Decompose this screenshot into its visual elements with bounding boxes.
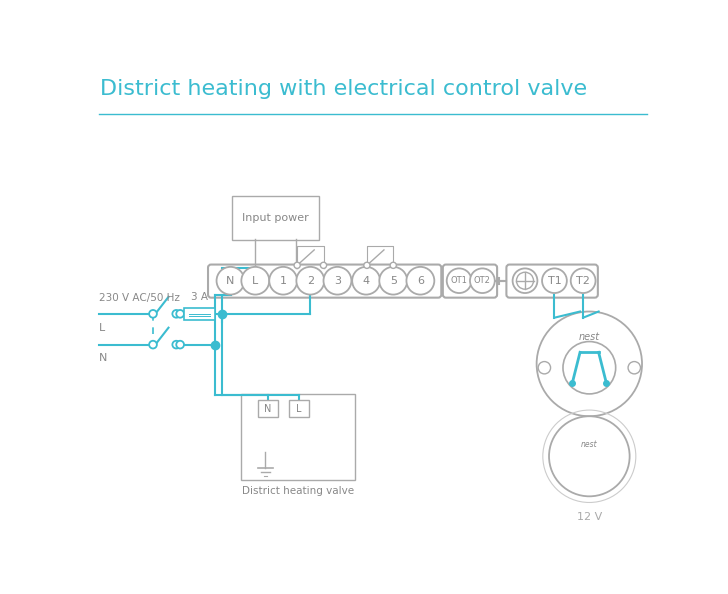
Circle shape xyxy=(323,267,352,295)
Circle shape xyxy=(537,311,642,416)
Circle shape xyxy=(513,268,537,293)
Text: nest: nest xyxy=(579,332,600,342)
Text: L: L xyxy=(296,403,301,413)
Circle shape xyxy=(379,267,407,295)
Text: 3: 3 xyxy=(334,276,341,286)
Text: District heating with electrical control valve: District heating with electrical control… xyxy=(100,79,587,99)
Circle shape xyxy=(294,262,300,268)
Circle shape xyxy=(216,267,245,295)
Text: 4: 4 xyxy=(363,276,370,286)
Text: 6: 6 xyxy=(417,276,424,286)
Circle shape xyxy=(173,310,180,318)
FancyBboxPatch shape xyxy=(507,264,598,298)
FancyBboxPatch shape xyxy=(242,394,355,480)
FancyBboxPatch shape xyxy=(288,400,309,417)
Text: 230 V AC/50 Hz: 230 V AC/50 Hz xyxy=(99,293,180,304)
Text: nest: nest xyxy=(581,440,598,449)
Circle shape xyxy=(149,310,157,318)
FancyBboxPatch shape xyxy=(258,400,278,417)
Circle shape xyxy=(176,310,184,318)
Circle shape xyxy=(538,362,550,374)
Circle shape xyxy=(364,262,370,268)
Text: OT1: OT1 xyxy=(451,276,467,285)
Circle shape xyxy=(571,268,596,293)
Text: 12 V: 12 V xyxy=(577,511,602,522)
Circle shape xyxy=(149,341,157,349)
Circle shape xyxy=(242,267,269,295)
FancyBboxPatch shape xyxy=(184,308,215,320)
Text: 3 A: 3 A xyxy=(191,292,208,302)
Text: L: L xyxy=(252,276,258,286)
Circle shape xyxy=(628,362,641,374)
FancyBboxPatch shape xyxy=(443,264,497,298)
Text: 5: 5 xyxy=(389,276,397,286)
Text: N: N xyxy=(99,353,107,364)
Circle shape xyxy=(390,262,396,268)
Circle shape xyxy=(542,268,567,293)
Text: OT2: OT2 xyxy=(474,276,491,285)
Text: 2: 2 xyxy=(306,276,314,286)
Circle shape xyxy=(269,267,297,295)
Circle shape xyxy=(563,342,616,394)
Circle shape xyxy=(549,416,630,497)
Circle shape xyxy=(173,341,180,349)
Text: Input power: Input power xyxy=(242,213,309,223)
FancyBboxPatch shape xyxy=(232,196,319,240)
Circle shape xyxy=(176,341,184,349)
Text: L: L xyxy=(99,323,105,333)
Text: N: N xyxy=(226,276,234,286)
Circle shape xyxy=(320,262,327,268)
Circle shape xyxy=(296,267,324,295)
Circle shape xyxy=(352,267,380,295)
Text: T1: T1 xyxy=(547,276,561,286)
Text: N: N xyxy=(264,403,272,413)
Circle shape xyxy=(470,268,495,293)
Text: T2: T2 xyxy=(576,276,590,286)
Text: District heating valve: District heating valve xyxy=(242,486,355,496)
Text: 1: 1 xyxy=(280,276,287,286)
Circle shape xyxy=(406,267,435,295)
FancyBboxPatch shape xyxy=(208,264,441,298)
Circle shape xyxy=(447,268,472,293)
